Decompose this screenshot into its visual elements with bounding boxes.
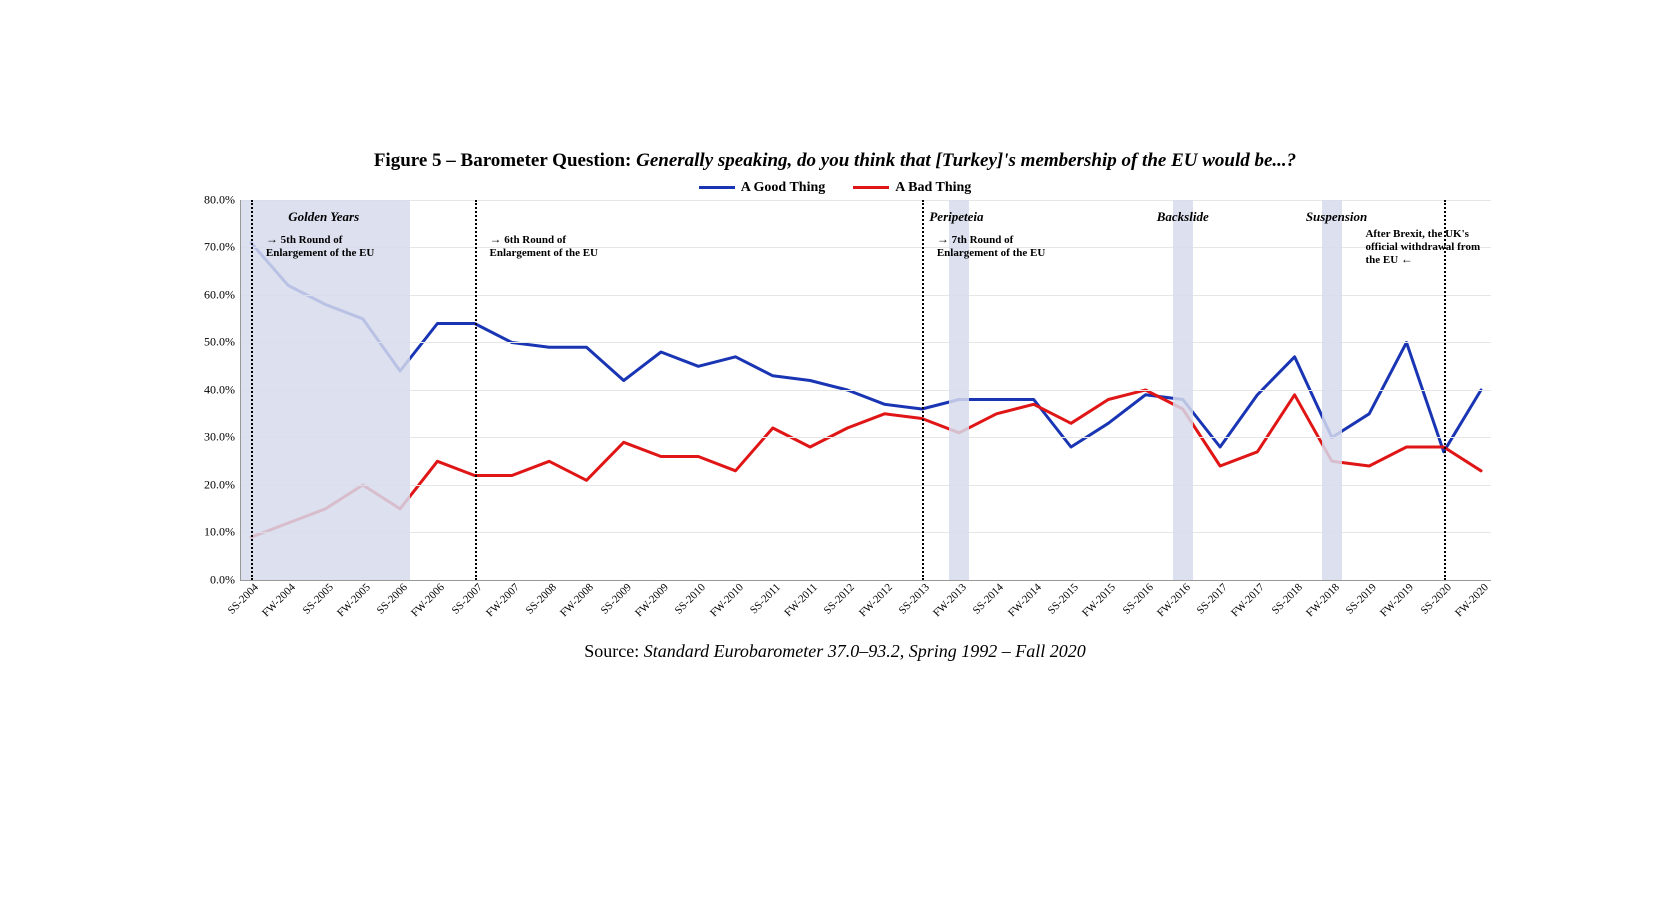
legend-label: A Good Thing (741, 180, 826, 196)
x-tick-label: SS-2005 (300, 581, 335, 616)
x-tick-label: SS-2009 (598, 581, 633, 616)
x-tick-label: FW-2014 (1006, 581, 1044, 619)
x-tick-label: SS-2008 (524, 581, 559, 616)
x-tick-label: SS-2007 (449, 581, 484, 616)
gridline (241, 247, 1491, 248)
x-tick-label: FW-2015 (1080, 581, 1118, 619)
title-question: Generally speaking, do you think that [T… (636, 150, 1296, 171)
source-text: Standard Eurobarometer 37.0–93.2, Spring… (644, 641, 1086, 661)
chart-container: Figure 5 – Barometer Question: Generally… (180, 150, 1490, 662)
arrow-icon: → (490, 232, 502, 246)
gridline (241, 485, 1491, 486)
gridline (241, 295, 1491, 296)
gridline (241, 342, 1491, 343)
event-note: → 6th Round of Enlargement of the EU (490, 233, 620, 259)
event-note: After Brexit, the UK's official withdraw… (1365, 228, 1491, 267)
phase-label: Backslide (1157, 209, 1209, 225)
event-vline (922, 200, 924, 580)
figure-label: Figure 5 – (374, 150, 456, 171)
x-tick-label: FW-2020 (1453, 581, 1491, 619)
chart-title: Figure 5 – Barometer Question: Generally… (180, 150, 1490, 172)
x-tick-label: SS-2006 (375, 581, 410, 616)
x-tick-label: SS-2012 (822, 581, 857, 616)
legend-item: A Good Thing (699, 180, 826, 196)
title-plain: Barometer Question: (461, 150, 632, 171)
phase-label: Peripeteia (929, 209, 983, 225)
x-tick-label: SS-2015 (1046, 581, 1081, 616)
x-tick-label: FW-2004 (260, 581, 298, 619)
highlight-band (1322, 200, 1342, 580)
plot-area: 0.0%10.0%20.0%30.0%40.0%50.0%60.0%70.0%8… (240, 200, 1491, 581)
page: Figure 5 – Barometer Question: Generally… (0, 0, 1670, 900)
y-tick-label: 60.0% (204, 287, 241, 302)
y-tick-label: 10.0% (204, 525, 241, 540)
event-note: → 5th Round of Enlargement of the EU (266, 233, 396, 259)
phase-label: Suspension (1306, 209, 1367, 225)
x-tick-label: SS-2018 (1269, 581, 1304, 616)
y-tick-label: 80.0% (204, 192, 241, 207)
x-tick-label: SS-2014 (971, 581, 1006, 616)
arrow-icon: ← (1401, 252, 1413, 266)
highlight-band (1173, 200, 1193, 580)
source-prefix: Source: (584, 641, 639, 661)
x-tick-label: FW-2005 (335, 581, 373, 619)
event-vline (251, 200, 253, 580)
legend-swatch (699, 186, 735, 189)
y-tick-label: 40.0% (204, 382, 241, 397)
x-tick-label: SS-2016 (1120, 581, 1155, 616)
x-tick-label: SS-2019 (1344, 581, 1379, 616)
x-tick-label: SS-2010 (673, 581, 708, 616)
arrow-icon: → (266, 232, 278, 246)
x-tick-label: SS-2020 (1418, 581, 1453, 616)
x-tick-label: FW-2006 (409, 581, 447, 619)
y-tick-label: 50.0% (204, 335, 241, 350)
x-tick-label: FW-2013 (931, 581, 969, 619)
event-vline (475, 200, 477, 580)
y-tick-label: 20.0% (204, 477, 241, 492)
x-tick-label: FW-2008 (558, 581, 596, 619)
series-line (251, 390, 1481, 537)
x-tick-label: FW-2018 (1304, 581, 1342, 619)
x-tick-label: FW-2009 (633, 581, 671, 619)
x-tick-label: SS-2011 (748, 581, 783, 616)
x-tick-label: FW-2012 (857, 581, 895, 619)
gridline (241, 437, 1491, 438)
legend-item: A Bad Thing (853, 180, 971, 196)
y-tick-label: 30.0% (204, 430, 241, 445)
gridline (241, 532, 1491, 533)
legend: A Good Thing A Bad Thing (180, 178, 1490, 196)
gridline (241, 390, 1491, 391)
event-note: → 7th Round of Enlargement of the EU (937, 233, 1067, 259)
x-tick-label: FW-2017 (1229, 581, 1267, 619)
gridline (241, 200, 1491, 201)
legend-label: A Bad Thing (895, 180, 971, 196)
x-tick-label: FW-2010 (708, 581, 746, 619)
x-tick-label: FW-2016 (1155, 581, 1193, 619)
x-tick-label: FW-2011 (782, 581, 820, 619)
arrow-icon: → (937, 232, 949, 246)
x-tick-label: SS-2017 (1195, 581, 1230, 616)
y-tick-label: 0.0% (210, 572, 241, 587)
source-line: Source: Standard Eurobarometer 37.0–93.2… (180, 641, 1490, 662)
phase-label: Golden Years (288, 209, 359, 225)
x-tick-label: SS-2013 (897, 581, 932, 616)
x-tick-label: FW-2007 (484, 581, 522, 619)
y-tick-label: 70.0% (204, 240, 241, 255)
x-tick-label: FW-2019 (1378, 581, 1416, 619)
legend-swatch (853, 186, 889, 189)
